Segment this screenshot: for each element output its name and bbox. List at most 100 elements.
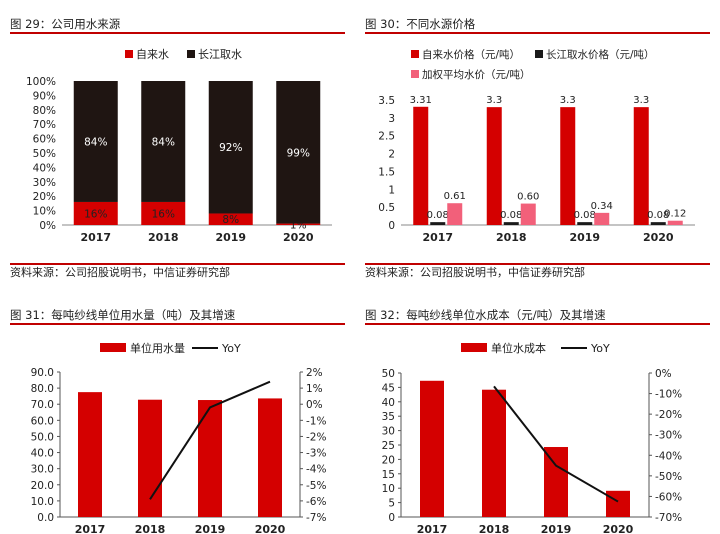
y-tick-label: 10.0 <box>31 496 54 508</box>
bar <box>141 201 186 225</box>
y-tick-label: 50 <box>382 368 395 380</box>
data-label: 3.3 <box>560 95 576 106</box>
bar <box>594 212 610 225</box>
x-tick-label: 2019 <box>541 523 572 534</box>
y2-tick-label: -30% <box>655 430 682 442</box>
chart-source: 资料来源：公司招股说明书，中信证券研究部 <box>365 266 585 279</box>
legend-label: 自来水 <box>136 48 169 61</box>
legend-label: 单位水成本 <box>491 341 546 355</box>
bar <box>258 398 282 517</box>
y2-tick-label: -10% <box>655 389 682 401</box>
bar <box>606 490 630 517</box>
legend-swatch <box>187 50 195 58</box>
y-tick-label: 50% <box>33 148 56 160</box>
x-tick-label: 2020 <box>603 523 634 534</box>
y-tick-label: 80% <box>33 105 56 117</box>
y-tick-label: 1 <box>388 184 395 196</box>
bar <box>482 389 506 517</box>
legend-label: 长江取水 <box>198 48 242 61</box>
data-label: 16% <box>84 208 107 220</box>
chart-title: 图 29：公司用水来源 <box>10 14 345 34</box>
chart-31-svg: 单位用水量 YoY 0.0 10.0 20.0 30.0 40.0 50.0 60.0 70.0 8… <box>31 341 327 534</box>
y-tick-label: 40.0 <box>31 448 54 460</box>
legend-swatch <box>411 70 419 78</box>
y-tick-label: 15 <box>382 469 395 481</box>
data-label: 0.08 <box>574 210 596 221</box>
y-tick-label: 50.0 <box>31 431 54 443</box>
bar <box>73 201 118 225</box>
legend-label: YoY <box>221 342 241 355</box>
bar <box>430 222 446 225</box>
bar <box>73 81 118 202</box>
y2-tick-label: -20% <box>655 409 682 421</box>
chart-panel-30: 图 30：不同水源价格 自来水价格（元/吨） 长江取水价格（元/吨） 加权平均水价（… <box>365 14 710 284</box>
y-tick-label: 0.0 <box>37 512 54 524</box>
bar <box>208 213 253 225</box>
legend-swatch <box>461 343 487 352</box>
bar <box>420 380 444 517</box>
y-tick-label: 1.5 <box>378 166 395 178</box>
bar <box>276 81 321 224</box>
series-line <box>149 380 271 500</box>
bar <box>198 400 222 517</box>
y-tick-label: 30 <box>382 426 395 438</box>
data-label: 0.12 <box>664 209 686 220</box>
y2-tick-label: -7% <box>306 512 326 524</box>
x-tick-label: 2018 <box>135 523 166 534</box>
x-tick-label: 2018 <box>148 231 179 244</box>
y-tick-label: 0 <box>388 512 395 524</box>
data-label: 16% <box>152 208 175 220</box>
x-tick-label: 2019 <box>215 231 246 244</box>
x-tick-label: 2020 <box>283 231 314 244</box>
legend-label: 单位用水量 <box>130 341 185 355</box>
x-tick-label: 2018 <box>496 231 527 244</box>
y-tick-label: 5 <box>388 498 395 510</box>
legend-label: 自来水价格（元/吨） <box>422 48 520 61</box>
x-tick-label: 2017 <box>417 523 448 534</box>
legend-swatch <box>411 50 419 58</box>
divider <box>10 263 345 265</box>
y-tick-label: 2.5 <box>378 131 395 143</box>
y-tick-label: 40 <box>382 397 395 409</box>
legend-swatch <box>535 50 543 58</box>
data-label: 3.31 <box>410 95 432 106</box>
chart-29-svg: 自来水 长江取水 0% 10% 20% 30% 40% 50% 60% 70% 80% 90% 100%… <box>26 48 332 244</box>
legend-swatch <box>100 343 126 352</box>
chart-panel-32: 图 32：每吨纱线单位水成本（元/吨）及其增速 单位水成本 YoY 0 5 10 15 20… <box>365 305 710 534</box>
legend-swatch <box>125 50 133 58</box>
bar <box>141 81 186 202</box>
y2-tick-label: -3% <box>306 448 326 460</box>
bar <box>650 222 666 225</box>
y-tick-label: 80.0 <box>31 383 54 395</box>
bar <box>208 81 253 214</box>
chart-32-svg: 单位水成本 YoY 0 5 10 15 20 25 30 35 40 45 50 -70% -60% -50%… <box>382 341 683 534</box>
y-tick-label: 2 <box>388 149 395 161</box>
bar <box>577 222 593 225</box>
bar <box>633 107 649 225</box>
data-label: 0.08 <box>647 210 669 221</box>
bar <box>520 203 536 225</box>
y-tick-label: 30.0 <box>31 464 54 476</box>
y-tick-label: 0 <box>388 220 395 232</box>
bar <box>503 222 519 225</box>
y2-tick-label: -4% <box>306 464 326 476</box>
y2-tick-label: -1% <box>306 415 326 427</box>
data-label: 0.08 <box>500 210 522 221</box>
y-tick-label: 0% <box>39 220 56 232</box>
y2-tick-label: 1% <box>306 383 323 395</box>
y-tick-label: 90.0 <box>31 367 54 379</box>
bar <box>544 447 568 517</box>
bar <box>276 223 321 225</box>
data-label: 92% <box>219 142 242 154</box>
y2-tick-label: -6% <box>306 496 326 508</box>
bar <box>486 107 502 225</box>
y-tick-label: 45 <box>382 382 395 394</box>
legend-label: 长江取水价格（元/吨） <box>546 48 655 61</box>
data-label: 0.60 <box>517 192 539 203</box>
y-tick-label: 3.5 <box>378 95 395 107</box>
chart-source: 资料来源：公司招股说明书，中信证券研究部 <box>10 266 230 279</box>
chart-title: 图 31：每吨纱线单位用水量（吨）及其增速 <box>10 305 345 325</box>
y-tick-label: 40% <box>33 162 56 174</box>
x-tick-label: 2018 <box>479 523 510 534</box>
x-tick-label: 2019 <box>195 523 226 534</box>
